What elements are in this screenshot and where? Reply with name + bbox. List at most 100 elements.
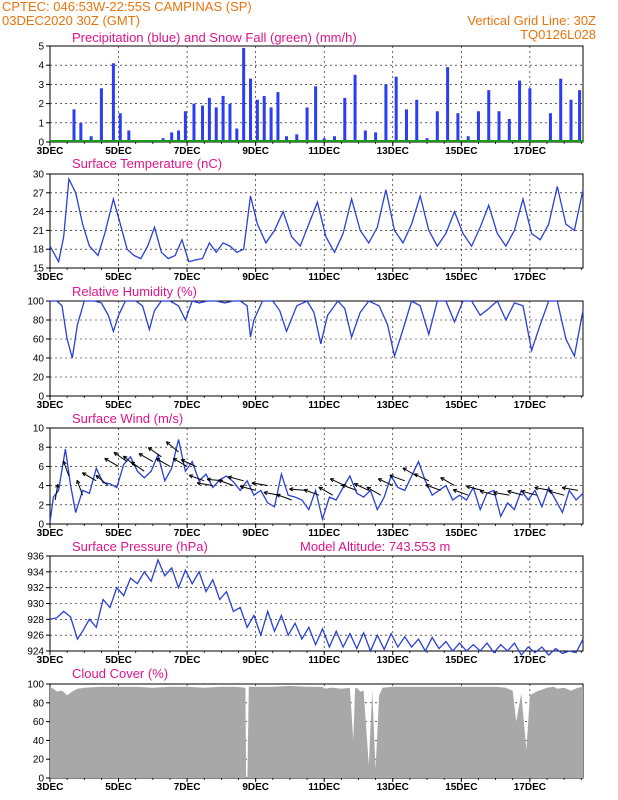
y-tick-label: 21	[33, 226, 45, 237]
x-tick-label: 5DEC	[105, 272, 132, 283]
x-tick-label: 3DEC	[37, 146, 64, 157]
precip-bar	[343, 97, 347, 142]
wind-arrow	[172, 457, 188, 467]
wind-arrow-head	[147, 447, 153, 452]
wind-arrow-head	[425, 484, 430, 489]
wind-arrow	[276, 494, 292, 501]
x-tick-label: 17DEC	[514, 528, 546, 539]
wind-arrow	[548, 490, 565, 496]
precip-bar	[305, 107, 309, 142]
panel-title: Surface Pressure (hPa)	[72, 539, 208, 554]
y-tick-label: 8	[38, 443, 44, 454]
wind-arrow	[507, 490, 524, 496]
x-tick-label: 3DEC	[37, 528, 64, 539]
wind-arrow-head	[534, 486, 539, 491]
wind-arrow-head	[104, 457, 109, 462]
precip-bar	[214, 107, 218, 142]
wind-arrow-head	[366, 486, 371, 491]
wind-arrow	[189, 474, 205, 482]
precip-bar	[249, 78, 253, 142]
y-tick-label: 0	[38, 392, 44, 403]
wind-arrow	[378, 478, 393, 487]
precip-bar	[183, 111, 187, 142]
y-tick-label: 40	[33, 736, 45, 747]
precip-bar	[201, 105, 205, 142]
wind-arrow	[218, 479, 234, 487]
wind-arrow	[82, 472, 97, 482]
x-tick-label: 3DEC	[37, 782, 64, 793]
wind-arrow-head	[172, 457, 178, 462]
wind-arrow-head	[507, 489, 512, 495]
x-tick-label: 9DEC	[242, 146, 269, 157]
wind-arrow	[389, 474, 405, 482]
y-tick-label: 932	[27, 583, 44, 594]
wind-arrow-head	[466, 485, 471, 490]
precip-bar	[363, 130, 367, 142]
precip-bar	[295, 134, 299, 142]
y-tick-label: 24	[33, 207, 45, 218]
series-line	[49, 176, 584, 264]
wind-arrow	[354, 483, 369, 491]
wind-arrow	[341, 484, 357, 491]
wind-arrow	[196, 482, 213, 487]
precip-bar	[228, 103, 232, 142]
wind-arrow-head	[122, 455, 128, 461]
y-tick-label: 5	[38, 42, 44, 53]
wind-arrow-head	[227, 475, 233, 480]
y-tick-label: 18	[33, 245, 45, 256]
x-tick-label: 15DEC	[445, 146, 477, 157]
y-tick-label: 4	[38, 481, 44, 492]
wind-arrow-head	[289, 487, 294, 492]
precip-bar	[262, 95, 266, 142]
wind-arrow-head	[413, 473, 419, 478]
precip-bar	[353, 74, 357, 142]
header-grid-line: Vertical Grid Line: 30Z	[467, 13, 596, 28]
x-tick-label: 15DEC	[445, 400, 477, 411]
precip-bar	[207, 97, 211, 142]
wind-arrow-head	[318, 486, 323, 491]
precip-bar	[242, 47, 246, 142]
precip-bar	[374, 132, 378, 142]
wind-arrow-head	[138, 453, 144, 458]
y-tick-label: 0	[38, 774, 44, 785]
wind-arrow	[521, 490, 537, 496]
x-tick-label: 11DEC	[308, 146, 340, 157]
precip-bar	[559, 78, 563, 142]
wind-arrow	[180, 459, 196, 467]
y-tick-label: 936	[27, 552, 44, 563]
y-tick-label: 20	[33, 373, 45, 384]
y-tick-label: 30	[33, 170, 45, 181]
precip-bar	[79, 122, 83, 142]
wind-arrow-head	[263, 490, 268, 496]
y-tick-label: 6	[38, 462, 44, 473]
precip-bar	[332, 136, 336, 142]
y-tick-label: 928	[27, 615, 44, 626]
wind-arrow	[138, 453, 154, 463]
precip-bar	[118, 113, 122, 142]
wind-arrow	[425, 484, 441, 491]
y-tick-label: 0	[38, 520, 44, 531]
y-tick-label: 2	[38, 500, 44, 511]
wind-arrow	[318, 486, 334, 496]
x-tick-label: 13DEC	[377, 655, 409, 666]
wind-arrow-head	[303, 488, 309, 493]
precip-bar	[276, 92, 280, 142]
y-tick-label: 0	[38, 138, 44, 149]
wind-arrow-head	[276, 493, 281, 498]
wind-arrow	[366, 486, 382, 496]
wind-arrow	[440, 477, 455, 487]
y-tick-label: 100	[27, 680, 44, 691]
precip-bar	[456, 113, 460, 142]
panel-title: Surface Wind (m/s)	[72, 411, 183, 426]
x-tick-label: 13DEC	[377, 528, 409, 539]
y-tick-label: 1	[38, 118, 44, 129]
precip-bar	[548, 113, 552, 142]
wind-arrow-head	[479, 489, 485, 495]
x-tick-label: 7DEC	[174, 528, 201, 539]
precip-bar	[99, 88, 103, 142]
panel-annotation: Model Altitude: 743.553 m	[300, 539, 450, 554]
wind-arrow-head	[180, 459, 186, 464]
x-tick-label: 11DEC	[308, 528, 340, 539]
precip-bar	[404, 109, 408, 142]
